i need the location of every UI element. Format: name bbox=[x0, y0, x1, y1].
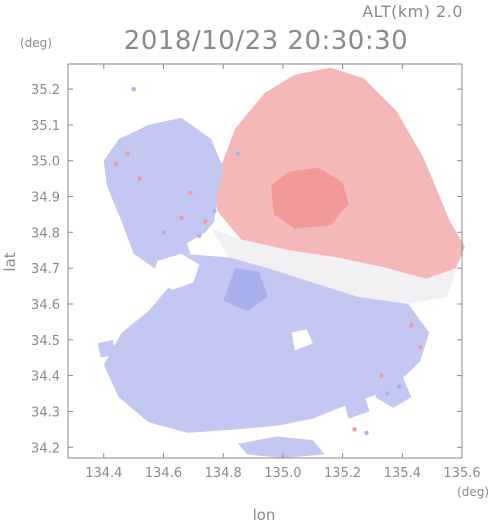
x-tick-label-4: 135.0 bbox=[264, 466, 301, 481]
x-tick-label-5: 135.2 bbox=[324, 466, 361, 481]
y-tick-label-11: 35.2 bbox=[31, 83, 60, 98]
velocity-region-negative-10 bbox=[375, 375, 412, 408]
y-axis-label: lat bbox=[1, 252, 19, 271]
speckle-point-18 bbox=[235, 151, 241, 156]
x-tick-label-6: 135.4 bbox=[384, 466, 421, 481]
velocity-region-negative-5 bbox=[103, 253, 430, 433]
x-axis-label: lon bbox=[253, 506, 276, 521]
speckle-point-8 bbox=[197, 233, 202, 239]
x-axis: 134.4 134.6 134.8 135.0 135.2 135.4 135.6 bbox=[85, 64, 481, 481]
y-tick-label-2: 34.3 bbox=[31, 405, 60, 420]
x-axis-unit: (deg) bbox=[457, 485, 489, 499]
speckle-point-14 bbox=[418, 344, 423, 350]
x-tick-label-2: 134.6 bbox=[145, 466, 182, 481]
velocity-regions bbox=[97, 67, 465, 458]
axes: 134.4 134.6 134.8 135.0 135.2 135.4 135.6 34.2… bbox=[31, 63, 481, 481]
y-axis-unit: (deg) bbox=[20, 36, 52, 50]
data-gap-1 bbox=[151, 253, 200, 290]
velocity-region-negative-7 bbox=[238, 436, 325, 458]
speckle-layer bbox=[113, 86, 423, 436]
y-tick-label-4: 34.5 bbox=[31, 334, 60, 349]
x-tick-label-1: 134.4 bbox=[85, 466, 122, 481]
y-tick-label-1: 34.2 bbox=[31, 441, 60, 456]
speckle-point-10 bbox=[179, 215, 184, 221]
x-tick-label-3: 134.8 bbox=[205, 466, 242, 481]
velocity-region-positive-1 bbox=[211, 67, 465, 279]
chart-subtitle: ALT(km) 2.0 bbox=[362, 2, 463, 21]
velocity-region-negative-8 bbox=[97, 339, 116, 358]
data-gap-2 bbox=[291, 329, 313, 351]
speckle-point-1 bbox=[131, 86, 136, 92]
speckle-point-6 bbox=[203, 219, 208, 224]
speckle-point-9 bbox=[161, 230, 166, 235]
x-tick-label-7: 135.6 bbox=[443, 466, 480, 481]
speckle-point-17 bbox=[364, 430, 369, 436]
speckle-point-2 bbox=[125, 151, 130, 156]
y-tick-label-6: 34.7 bbox=[31, 262, 60, 277]
speckle-point-16 bbox=[352, 427, 357, 432]
velocity-region-positive_strong-2 bbox=[271, 167, 349, 229]
y-tick-label-8: 34.9 bbox=[31, 191, 60, 206]
velocity-region-negative-9 bbox=[163, 235, 191, 258]
speckle-point-4 bbox=[137, 176, 142, 181]
velocity-region-negative_strong-6 bbox=[223, 268, 268, 312]
velocity-region-neutral-3 bbox=[211, 228, 456, 304]
speckle-point-13 bbox=[409, 323, 414, 328]
y-tick-label-7: 34.8 bbox=[31, 226, 60, 241]
y-tick-label-3: 34.4 bbox=[31, 370, 60, 385]
velocity-region-negative-11 bbox=[342, 393, 370, 419]
speckle-point-3 bbox=[113, 162, 119, 167]
y-axis: 34.2 34.3 34.4 34.5 34.6 34.7 34.8 34.9 35.0 35.1… bbox=[31, 83, 462, 456]
speckle-point-12 bbox=[379, 373, 384, 378]
speckle-point-11 bbox=[397, 384, 402, 389]
speckle-point-7 bbox=[212, 208, 217, 214]
velocity-region-negative-4 bbox=[103, 117, 224, 269]
speckle-point-15 bbox=[385, 391, 390, 396]
speckle-point-5 bbox=[188, 190, 193, 196]
plot-area bbox=[68, 64, 465, 458]
y-tick-label-9: 35.0 bbox=[31, 155, 60, 170]
y-tick-label-5: 34.6 bbox=[31, 298, 60, 313]
plot-frame bbox=[67, 63, 463, 459]
chart-title: 2018/10/23 20:30:30 bbox=[124, 26, 408, 56]
y-tick-label-10: 35.1 bbox=[31, 119, 60, 134]
